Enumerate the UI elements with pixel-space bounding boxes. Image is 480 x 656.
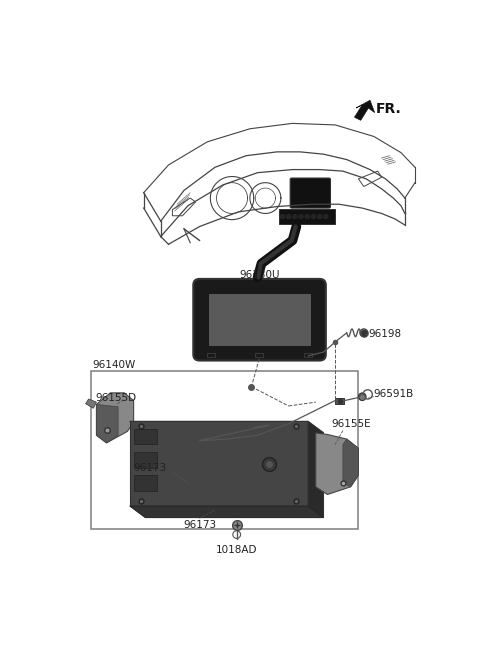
Bar <box>133 452 157 468</box>
Polygon shape <box>96 405 118 443</box>
Bar <box>133 475 157 491</box>
FancyArrow shape <box>254 274 262 279</box>
Polygon shape <box>308 421 324 518</box>
Polygon shape <box>355 100 375 120</box>
Polygon shape <box>343 439 359 487</box>
Polygon shape <box>85 399 96 408</box>
Bar <box>255 353 263 358</box>
Circle shape <box>286 215 291 219</box>
Bar <box>279 209 335 224</box>
Text: 96140W: 96140W <box>93 359 136 370</box>
Circle shape <box>292 215 297 219</box>
Circle shape <box>359 393 366 401</box>
Text: 96155D: 96155D <box>95 393 136 403</box>
FancyBboxPatch shape <box>193 279 326 361</box>
Polygon shape <box>130 421 324 433</box>
Circle shape <box>299 215 303 219</box>
Bar <box>133 429 157 445</box>
Text: 96173: 96173 <box>183 520 216 530</box>
Circle shape <box>305 215 310 219</box>
Bar <box>335 398 345 403</box>
Circle shape <box>324 215 328 219</box>
Text: 96173: 96173 <box>133 462 167 472</box>
Text: 96130U: 96130U <box>239 270 279 281</box>
Bar <box>209 295 311 345</box>
Circle shape <box>317 215 322 219</box>
Bar <box>207 353 215 358</box>
Text: FR.: FR. <box>376 102 402 116</box>
Text: 1018AD: 1018AD <box>216 544 257 554</box>
Bar <box>91 371 359 529</box>
Text: 96155E: 96155E <box>331 419 371 429</box>
Text: 96198: 96198 <box>369 329 402 339</box>
Bar <box>130 421 308 506</box>
FancyBboxPatch shape <box>290 178 330 208</box>
Circle shape <box>311 215 316 219</box>
Text: 96591B: 96591B <box>374 390 414 400</box>
Polygon shape <box>130 506 324 518</box>
Polygon shape <box>316 433 359 495</box>
Circle shape <box>280 215 285 219</box>
Polygon shape <box>96 393 133 443</box>
Bar <box>304 353 312 358</box>
